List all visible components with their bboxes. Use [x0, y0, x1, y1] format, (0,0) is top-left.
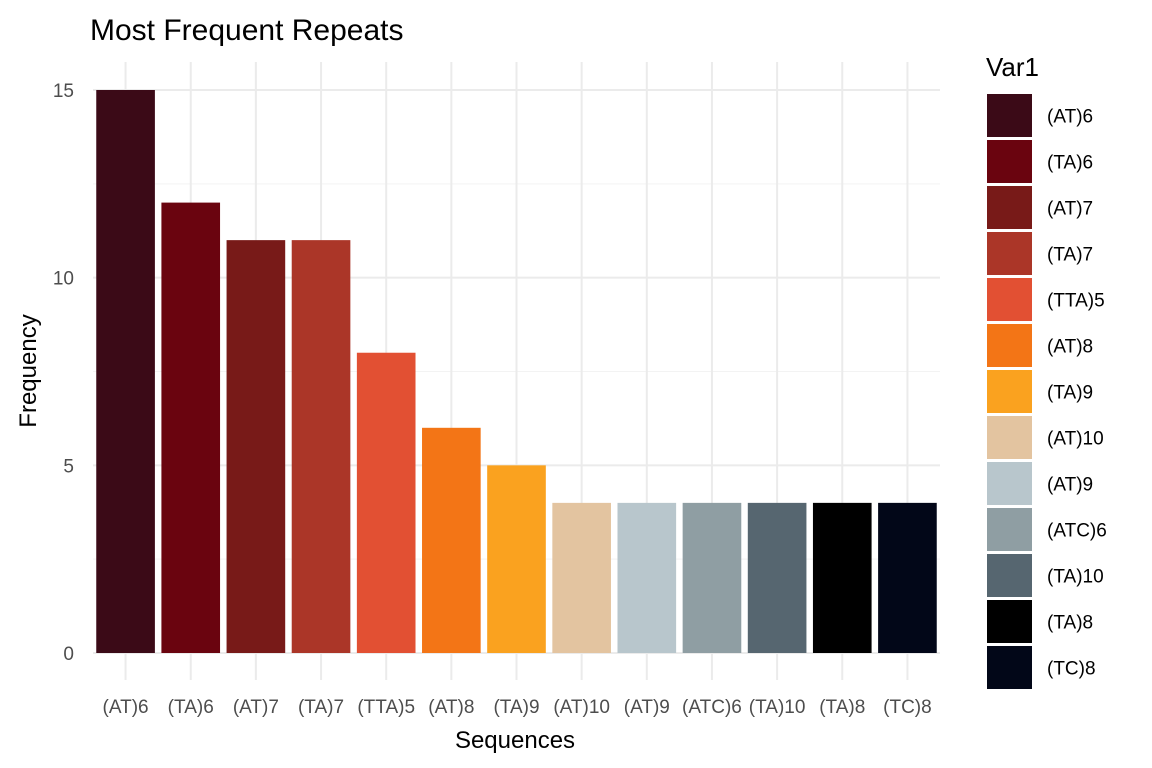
bar	[291, 240, 351, 653]
legend-label: (AT)9	[1047, 475, 1093, 496]
legend-item: (TA)10	[987, 554, 1104, 597]
legend-swatch	[987, 600, 1032, 643]
x-tick-label: (TA)10	[749, 697, 806, 718]
legend-label: (AT)6	[1047, 107, 1093, 128]
legend-item: (TTA)5	[987, 278, 1105, 321]
legend-item: (TC)8	[987, 646, 1096, 689]
legend-label: (AT)7	[1047, 199, 1093, 220]
x-tick-label: (AT)7	[233, 697, 279, 718]
bar	[226, 240, 286, 653]
legend-swatch	[987, 462, 1032, 505]
legend-item: (AT)10	[987, 416, 1104, 459]
legend-item: (TA)9	[987, 370, 1093, 413]
x-axis-ticks: (AT)6 (TA)6 (AT)7 (TA)7 (TTA)5 (AT)8 (TA)9 (AT)…	[103, 697, 932, 718]
bar	[487, 465, 546, 653]
legend-swatch	[987, 278, 1032, 321]
legend-title: Var1	[986, 52, 1039, 82]
legend-label: (TA)9	[1047, 383, 1093, 404]
legend-item: (AT)7	[987, 186, 1093, 229]
legend-item: (AT)8	[987, 324, 1093, 367]
legend-swatch	[987, 140, 1032, 183]
legend-item: (AT)9	[987, 462, 1093, 505]
legend-swatch	[987, 646, 1032, 689]
chart-title: Most Frequent Repeats	[90, 14, 404, 47]
x-tick-label: (TA)7	[298, 697, 344, 718]
legend-items: (AT)6 (TA)6 (AT)7 (TA)7 (TTA)5 (AT)8 (TA)9 (AT)…	[987, 94, 1107, 689]
x-tick-label: (TC)8	[883, 697, 932, 718]
legend-swatch	[987, 232, 1032, 275]
legend-label: (TA)10	[1047, 567, 1104, 588]
bar	[617, 502, 677, 653]
x-tick-label: (TTA)5	[357, 697, 415, 718]
x-axis-title: Sequences	[455, 727, 575, 754]
legend-swatch	[987, 508, 1032, 551]
legend-swatch	[987, 416, 1032, 459]
y-tick-label: 5	[63, 456, 74, 477]
legend-label: (TA)7	[1047, 245, 1093, 266]
legend-swatch	[987, 370, 1032, 413]
x-tick-label: (TA)9	[493, 697, 539, 718]
bar	[878, 502, 937, 653]
legend-label: (ATC)6	[1047, 521, 1107, 542]
bar	[356, 352, 416, 653]
x-tick-label: (AT)6	[103, 697, 149, 718]
x-tick-label: (AT)9	[624, 697, 670, 718]
bar	[96, 90, 155, 653]
bar	[552, 502, 611, 653]
bar	[812, 502, 872, 653]
legend-swatch	[987, 324, 1032, 367]
bars	[96, 90, 937, 653]
legend-item: (AT)6	[987, 94, 1093, 137]
legend: Var1 (AT)6 (TA)6 (AT)7 (TA)7 (TTA)5 (AT)8 (TA)…	[986, 52, 1107, 689]
legend-item: (TA)6	[987, 140, 1093, 183]
y-axis-ticks: 0 5 10 15	[53, 81, 74, 665]
x-tick-label: (AT)10	[553, 697, 610, 718]
bar	[747, 502, 807, 653]
legend-swatch	[987, 94, 1032, 137]
legend-item: (TA)8	[987, 600, 1093, 643]
bar	[682, 502, 742, 653]
legend-label: (TC)8	[1047, 659, 1096, 680]
y-tick-label: 0	[63, 644, 74, 665]
legend-label: (TA)6	[1047, 153, 1093, 174]
bar	[422, 427, 481, 653]
legend-label: (AT)10	[1047, 429, 1104, 450]
x-tick-label: (TA)6	[168, 697, 214, 718]
legend-swatch	[987, 186, 1032, 229]
legend-label: (TA)8	[1047, 613, 1093, 634]
x-tick-label: (AT)8	[428, 697, 474, 718]
legend-label: (AT)8	[1047, 337, 1093, 358]
y-axis-title: Frequency	[15, 314, 42, 427]
x-tick-label: (ATC)6	[682, 697, 742, 718]
legend-label: (TTA)5	[1047, 291, 1105, 312]
legend-item: (TA)7	[987, 232, 1093, 275]
bar	[161, 202, 221, 653]
x-tick-label: (TA)8	[819, 697, 865, 718]
y-tick-label: 10	[53, 269, 74, 290]
legend-item: (ATC)6	[987, 508, 1107, 551]
y-tick-label: 15	[53, 81, 74, 102]
legend-swatch	[987, 554, 1032, 597]
